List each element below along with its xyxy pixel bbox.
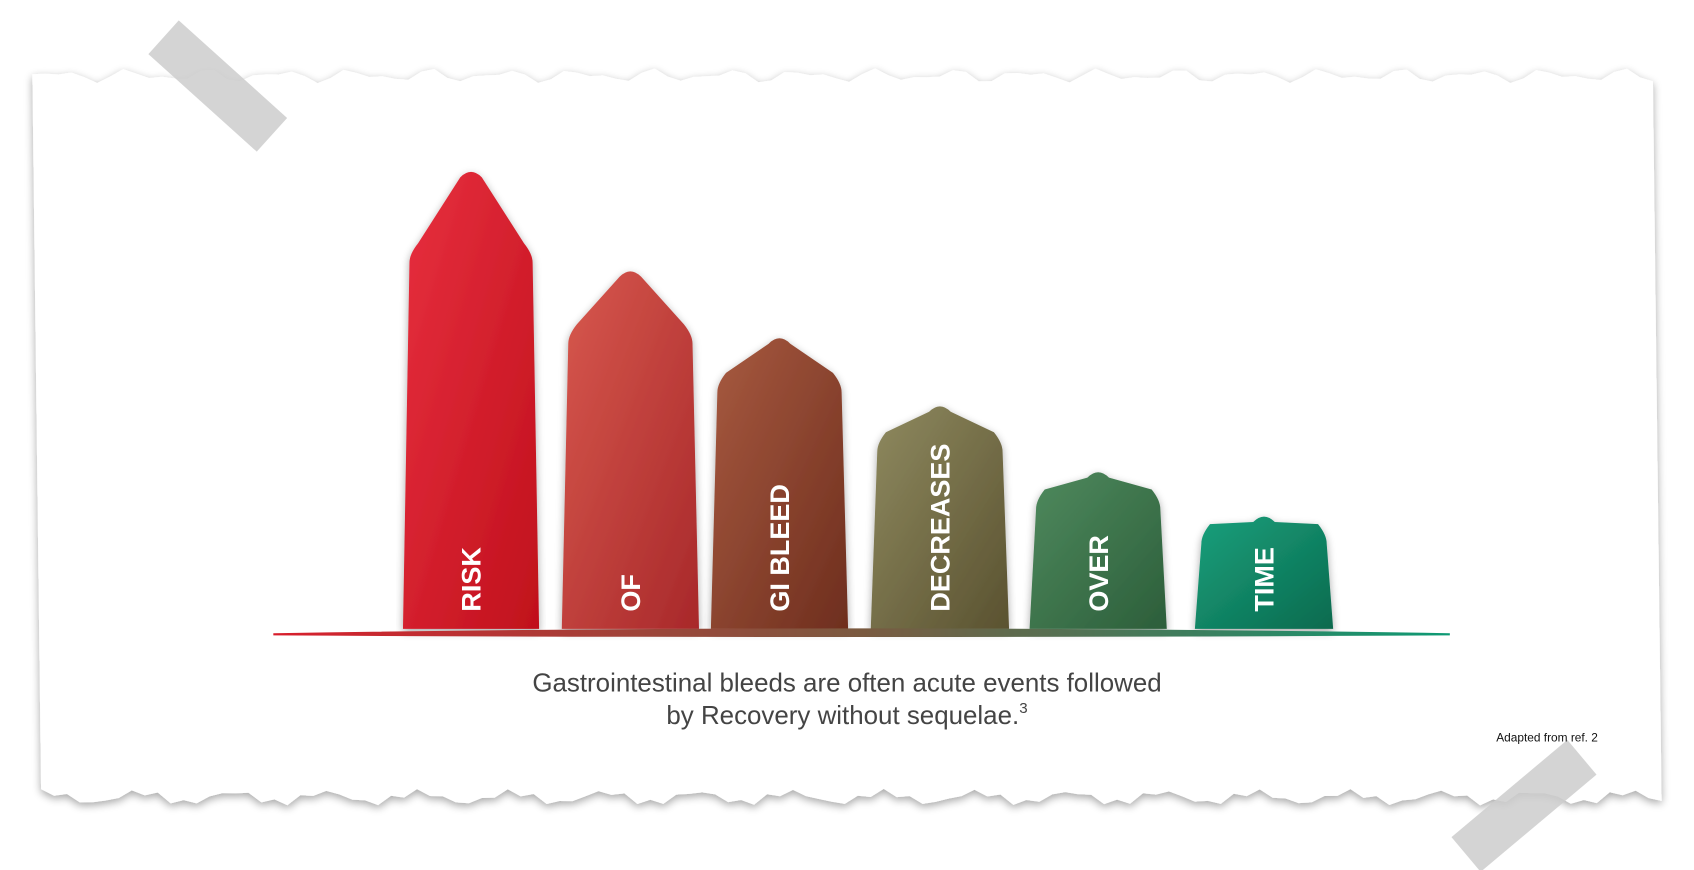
bar-label: GI BLEED: [765, 484, 795, 612]
bar: [561, 271, 699, 629]
caption-text: by Recovery without sequelae.: [666, 702, 1019, 730]
bar-group: RISK OF GI BLEED DECREASES OVER TIME: [402, 171, 1334, 629]
source-note: Adapted from ref. 2: [1496, 730, 1598, 744]
caption-line: Gastrointestinal bleeds are often acute …: [532, 670, 1161, 698]
bar-label: DECREASES: [926, 444, 956, 612]
caption-line: by Recovery without sequelae.3: [666, 700, 1027, 730]
bar: [402, 171, 540, 629]
bar: [1029, 472, 1167, 629]
bar-label: OF: [616, 574, 646, 612]
bar-label: TIME: [1250, 547, 1280, 612]
bar-label: OVER: [1084, 535, 1114, 612]
bar: [1194, 516, 1334, 629]
bar: [870, 406, 1010, 629]
tape: [148, 20, 288, 152]
bar: [710, 338, 849, 629]
tape: [1451, 739, 1597, 870]
baseline: [273, 628, 1450, 638]
bar-label: RISK: [457, 547, 487, 612]
superscript: 3: [1019, 700, 1027, 717]
